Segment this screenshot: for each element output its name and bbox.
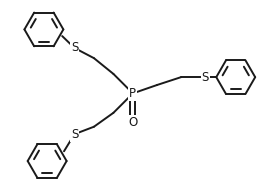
- Text: P: P: [129, 87, 136, 100]
- Text: S: S: [202, 71, 209, 84]
- Text: S: S: [71, 42, 78, 54]
- Text: O: O: [128, 116, 138, 129]
- Text: S: S: [71, 128, 78, 141]
